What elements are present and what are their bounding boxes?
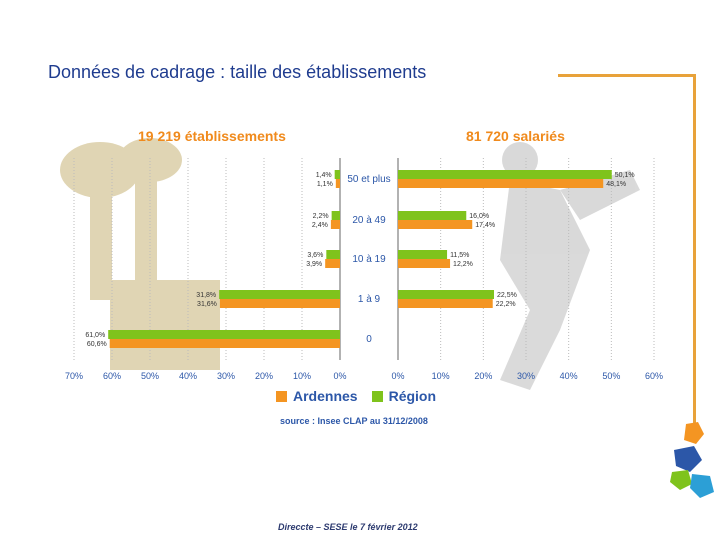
data-label-left-ardennes: 2,4% [312,222,328,229]
bar-left-region [219,290,340,299]
category-label: 0 [366,334,372,345]
data-label-right-region: 11,5% [450,252,469,259]
page-title: Données de cadrage : taille des établiss… [48,62,427,82]
bar-right-region [398,250,448,259]
data-label-right-ardennes: 17,4% [475,222,495,229]
data-label-right-region: 22,5% [497,292,517,299]
chart-legend: Ardennes Région [276,388,436,404]
data-label-right-ardennes: 48,1% [606,181,626,188]
bar-left-region [326,250,340,259]
region-map-logo [670,422,714,498]
bar-left-ardennes [330,220,340,229]
category-label: 20 à 49 [352,215,386,226]
decorative-line-vertical [693,74,696,424]
data-label-right-region: 16,0% [469,213,489,220]
bar-left-ardennes [335,179,340,188]
data-label-left-ardennes: 3,9% [306,261,322,268]
bar-left-ardennes [109,339,340,348]
tick-label-left: 20% [255,371,273,381]
data-label-right-region: 50,1% [615,172,635,179]
data-label-left-ardennes: 1,1% [317,181,333,188]
bar-left-region [331,211,340,220]
category-label: 10 à 19 [352,254,386,265]
runner-illustration [500,142,640,390]
bar-right-ardennes [398,259,451,268]
bar-right-ardennes [398,220,473,229]
data-label-left-ardennes: 60,6% [87,341,107,348]
bar-right-region [398,290,494,299]
source-note: source : Insee CLAP au 31/12/2008 [280,416,428,426]
tick-label-left: 40% [179,371,197,381]
tick-label-left: 0% [333,371,346,381]
data-label-left-ardennes: 31,6% [197,301,217,308]
tick-label-left: 30% [217,371,235,381]
bar-left-region [334,170,340,179]
tick-label-right: 60% [645,371,663,381]
data-label-left-region: 3,6% [307,252,323,259]
factory-illustration [60,138,220,370]
bar-right-region [398,170,612,179]
legend-swatch-region [371,390,383,402]
footer-text: Direccte – SESE le 7 février 2012 [278,522,418,532]
category-label: 1 à 9 [358,294,381,305]
tick-label-left: 10% [293,371,311,381]
tick-label-left: 70% [65,371,83,381]
bar-left-ardennes [325,259,340,268]
bar-right-ardennes [398,179,604,188]
tick-label-left: 60% [103,371,121,381]
data-label-left-region: 61,0% [85,332,105,339]
bar-right-ardennes [398,299,493,308]
data-label-right-ardennes: 22,2% [496,301,516,308]
legend-label-region: Région [388,388,437,404]
bar-right-region [398,211,467,220]
legend-label-ardennes: Ardennes [293,388,358,404]
data-label-right-ardennes: 12,2% [453,261,473,268]
data-label-left-region: 2,2% [313,213,329,220]
left-chart-header: 19 219 établissements [138,128,286,144]
data-label-left-region: 31,8% [196,292,216,299]
tick-label-right: 10% [432,371,450,381]
bar-left-region [108,330,340,339]
right-chart-header: 81 720 salariés [466,128,565,144]
tick-label-right: 0% [391,371,404,381]
bar-left-ardennes [219,299,340,308]
decorative-line-horizontal [558,74,696,77]
tick-label-right: 50% [602,371,620,381]
category-label: 50 et plus [347,174,390,185]
tick-label-left: 50% [141,371,159,381]
tick-label-right: 20% [474,371,492,381]
legend-swatch-ardennes [276,390,287,402]
tick-label-right: 30% [517,371,535,381]
tick-label-right: 40% [560,371,578,381]
data-label-left-region: 1,4% [316,172,332,179]
